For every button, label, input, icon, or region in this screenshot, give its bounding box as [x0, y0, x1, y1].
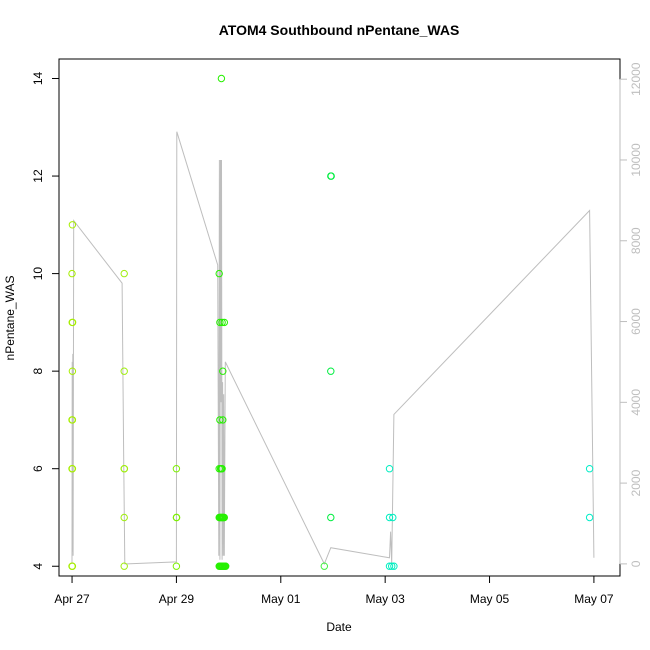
- data-point: [68, 367, 77, 375]
- data-point: [172, 562, 181, 570]
- y-tick-label: 6: [31, 465, 45, 472]
- y2-tick-label: 4000: [629, 389, 643, 416]
- data-point: [385, 465, 394, 473]
- data-point: [172, 465, 181, 473]
- data-point: [217, 74, 226, 83]
- y-tick-label: 8: [31, 367, 45, 374]
- data-point: [216, 318, 224, 327]
- data-point: [218, 318, 226, 327]
- x-axis: Apr 27 Apr 29 May 01 May 03 May 05 May 07: [54, 575, 614, 606]
- x-tick-label: Apr 27: [54, 592, 90, 606]
- data-point: [219, 367, 227, 375]
- y-axis-left: 4 6 8 10 12 14: [31, 72, 60, 570]
- x-tick-label: Apr 29: [159, 592, 195, 606]
- data-point: [390, 562, 398, 570]
- data-point: [219, 416, 227, 424]
- series-line: [71, 131, 595, 566]
- data-point: [68, 416, 77, 424]
- data-point: [385, 562, 394, 570]
- data-point: [218, 465, 226, 473]
- y2-tick-label: 6000: [629, 308, 643, 335]
- y-tick-label: 10: [31, 267, 45, 281]
- x-tick-label: May 05: [470, 592, 510, 606]
- y2-tick-label: 8000: [629, 227, 643, 254]
- data-point: [68, 269, 76, 278]
- data-point: [327, 513, 335, 522]
- data-point: [68, 318, 77, 327]
- y-axis-right: 0 2000 4000 6000 8000 10000 12000: [619, 62, 643, 567]
- data-point: [327, 172, 335, 180]
- plot-frame: [58, 58, 621, 577]
- y-axis-label: nPentane_WAS: [3, 276, 17, 361]
- data-point: [120, 269, 128, 278]
- data-point: [215, 269, 223, 278]
- data-point: [216, 416, 224, 424]
- data-point: [68, 465, 77, 473]
- data-point: [388, 562, 396, 570]
- x-tick-label: May 07: [574, 592, 614, 606]
- data-point: [320, 562, 328, 570]
- data-point: [327, 367, 335, 375]
- chart-title: ATOM4 Southbound nPentane_WAS: [219, 22, 460, 38]
- right-axis-line-series: [71, 131, 595, 566]
- data-point: [68, 562, 77, 570]
- x-tick-label: May 03: [365, 592, 405, 606]
- x-axis-label: Date: [326, 620, 352, 634]
- data-point: [120, 513, 128, 522]
- data-point: [389, 513, 397, 522]
- y-tick-label: 12: [31, 169, 45, 183]
- data-point: [385, 513, 394, 522]
- data-point: [120, 367, 128, 375]
- data-point: [172, 513, 181, 522]
- y2-tick-label: 0: [629, 560, 643, 567]
- y2-tick-label: 12000: [629, 62, 643, 96]
- y-tick-label: 4: [31, 563, 45, 570]
- data-point: [220, 318, 229, 327]
- y2-tick-label: 2000: [629, 469, 643, 496]
- data-point: [585, 465, 594, 473]
- data-point: [68, 221, 77, 229]
- data-point: [120, 465, 129, 473]
- data-point: [222, 562, 230, 570]
- point-series: [68, 74, 594, 570]
- y2-tick-label: 10000: [629, 143, 643, 177]
- x-tick-label: May 01: [261, 592, 301, 606]
- data-point: [585, 513, 594, 522]
- data-point: [120, 562, 128, 570]
- data-point: [220, 513, 229, 522]
- y-tick-label: 14: [31, 72, 45, 86]
